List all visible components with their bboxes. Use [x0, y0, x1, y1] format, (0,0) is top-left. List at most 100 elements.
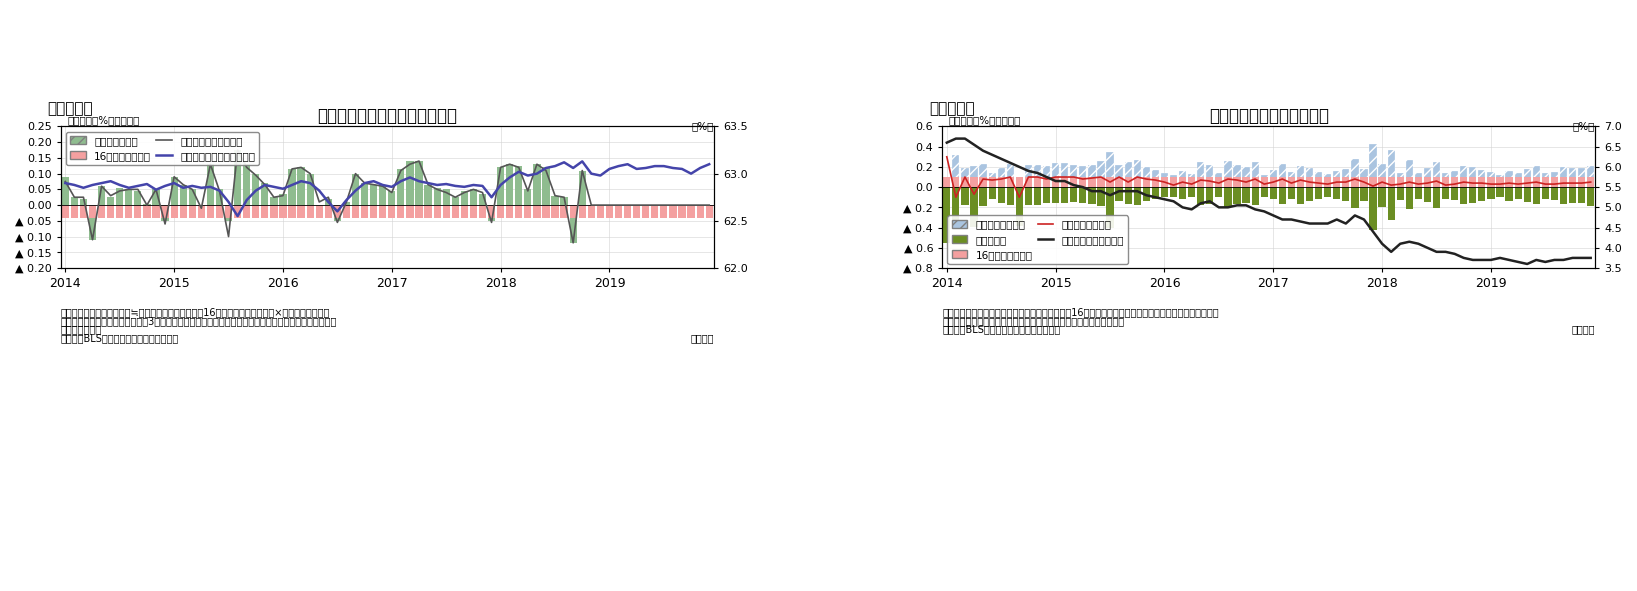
Bar [434, 205, 440, 217]
Bar [552, 196, 558, 205]
Bar [688, 205, 694, 217]
Bar [124, 189, 133, 205]
Bar [1442, 173, 1449, 187]
Bar [1089, 187, 1095, 204]
Bar [1007, 177, 1013, 187]
Bar [416, 205, 422, 217]
Bar [961, 187, 969, 205]
Bar [1360, 177, 1367, 187]
Bar [1514, 177, 1522, 187]
Bar [1170, 187, 1177, 197]
Bar [961, 177, 969, 187]
Bar [62, 177, 69, 205]
Bar [1378, 177, 1387, 187]
Bar [1179, 187, 1187, 199]
Bar [242, 205, 250, 217]
Bar [1107, 152, 1113, 187]
Bar [1586, 177, 1594, 187]
失業率（前月差） [1382, 181, 1401, 189]
Bar [1053, 163, 1059, 187]
Bar [424, 184, 432, 205]
Bar [1071, 165, 1077, 187]
労働参加率（水準、右軸） [663, 164, 683, 171]
Bar [442, 189, 450, 205]
Bar [1542, 173, 1549, 187]
Bar [1143, 167, 1149, 187]
Bar [1025, 177, 1031, 187]
Bar [342, 202, 350, 205]
労働参加率（前月差） [699, 202, 719, 209]
Bar [162, 205, 169, 221]
Bar [360, 183, 368, 205]
Bar [1468, 187, 1477, 203]
Text: （注）労働参加率の前月差≒（労働力人口の伸び率－16才以上人口の伸び率）×前月の労働参加率: （注）労働参加率の前月差≒（労働力人口の伸び率－16才以上人口の伸び率）×前月の… [61, 308, 331, 317]
Text: （図表６）: （図表６） [930, 101, 974, 116]
Bar [1270, 170, 1277, 187]
労働参加率（水準、右軸） [473, 183, 493, 190]
Bar [1089, 165, 1095, 187]
Bar [1152, 170, 1159, 187]
Bar [1424, 177, 1431, 187]
失業率（前月差） [1310, 180, 1329, 187]
Line: 労働参加率（水準、右軸）: 労働参加率（水準、右軸） [65, 161, 709, 216]
Bar [1532, 177, 1540, 187]
Bar [560, 205, 568, 217]
Text: また、年次ごとに人口推計が変更になっているため、断層を調整: また、年次ごとに人口推計が変更になっているため、断層を調整 [943, 316, 1125, 326]
Bar [380, 186, 386, 205]
Bar [1107, 187, 1113, 228]
Bar [1450, 171, 1459, 187]
Bar [1506, 187, 1513, 202]
Bar [598, 205, 604, 217]
Bar [306, 205, 314, 217]
Bar [1115, 187, 1123, 202]
Bar [1468, 177, 1477, 187]
Bar [288, 169, 296, 205]
Bar [1460, 187, 1467, 204]
Bar [979, 177, 987, 187]
Bar [116, 188, 123, 205]
Bar [106, 197, 115, 205]
Bar [1252, 177, 1259, 187]
Bar [1424, 187, 1431, 202]
Bar [979, 187, 987, 206]
失業率（前月差） [1354, 178, 1373, 186]
Bar [542, 167, 550, 205]
Bar [1025, 187, 1031, 205]
Bar [1542, 187, 1549, 199]
Bar [1524, 177, 1531, 187]
労働参加率（水準、右軸） [146, 186, 165, 193]
Bar [134, 191, 141, 205]
Bar [652, 205, 658, 217]
Bar [642, 205, 650, 217]
Bar [506, 205, 514, 217]
Bar [506, 164, 514, 205]
Bar [1053, 177, 1059, 187]
Bar [1432, 177, 1441, 187]
Bar [1007, 164, 1013, 187]
Bar [1143, 177, 1149, 187]
Bar [1224, 161, 1231, 187]
Bar [1260, 187, 1267, 197]
労働参加率（前月差） [563, 239, 583, 246]
Bar [170, 177, 178, 205]
Bar [1079, 187, 1087, 203]
Bar [1152, 187, 1159, 199]
Bar [578, 205, 586, 217]
Text: （注）非労働力人口の増加、就業者人口の増加、16才以上人口の減少が、それぞれ失業率の改善要因。: （注）非労働力人口の増加、就業者人口の増加、16才以上人口の減少が、それぞれ失業… [943, 308, 1220, 317]
Bar [1432, 187, 1441, 209]
Bar [80, 205, 87, 217]
Bar [961, 168, 969, 187]
Bar [488, 205, 494, 221]
Bar [1396, 177, 1405, 187]
Title: 労働参加率の変化（要因分解）: 労働参加率の変化（要因分解） [318, 107, 457, 125]
Bar [1560, 177, 1567, 187]
Bar [234, 205, 241, 217]
労働参加率（水準、右軸） [282, 181, 301, 189]
Bar [316, 205, 322, 217]
Bar [80, 199, 87, 205]
Bar [1586, 187, 1594, 206]
Bar [1550, 177, 1558, 187]
Text: （前月差、%ポイント）: （前月差、%ポイント） [67, 115, 139, 125]
Line: 労働参加率（前月差）: 労働参加率（前月差） [65, 150, 709, 243]
Bar [1406, 187, 1413, 209]
